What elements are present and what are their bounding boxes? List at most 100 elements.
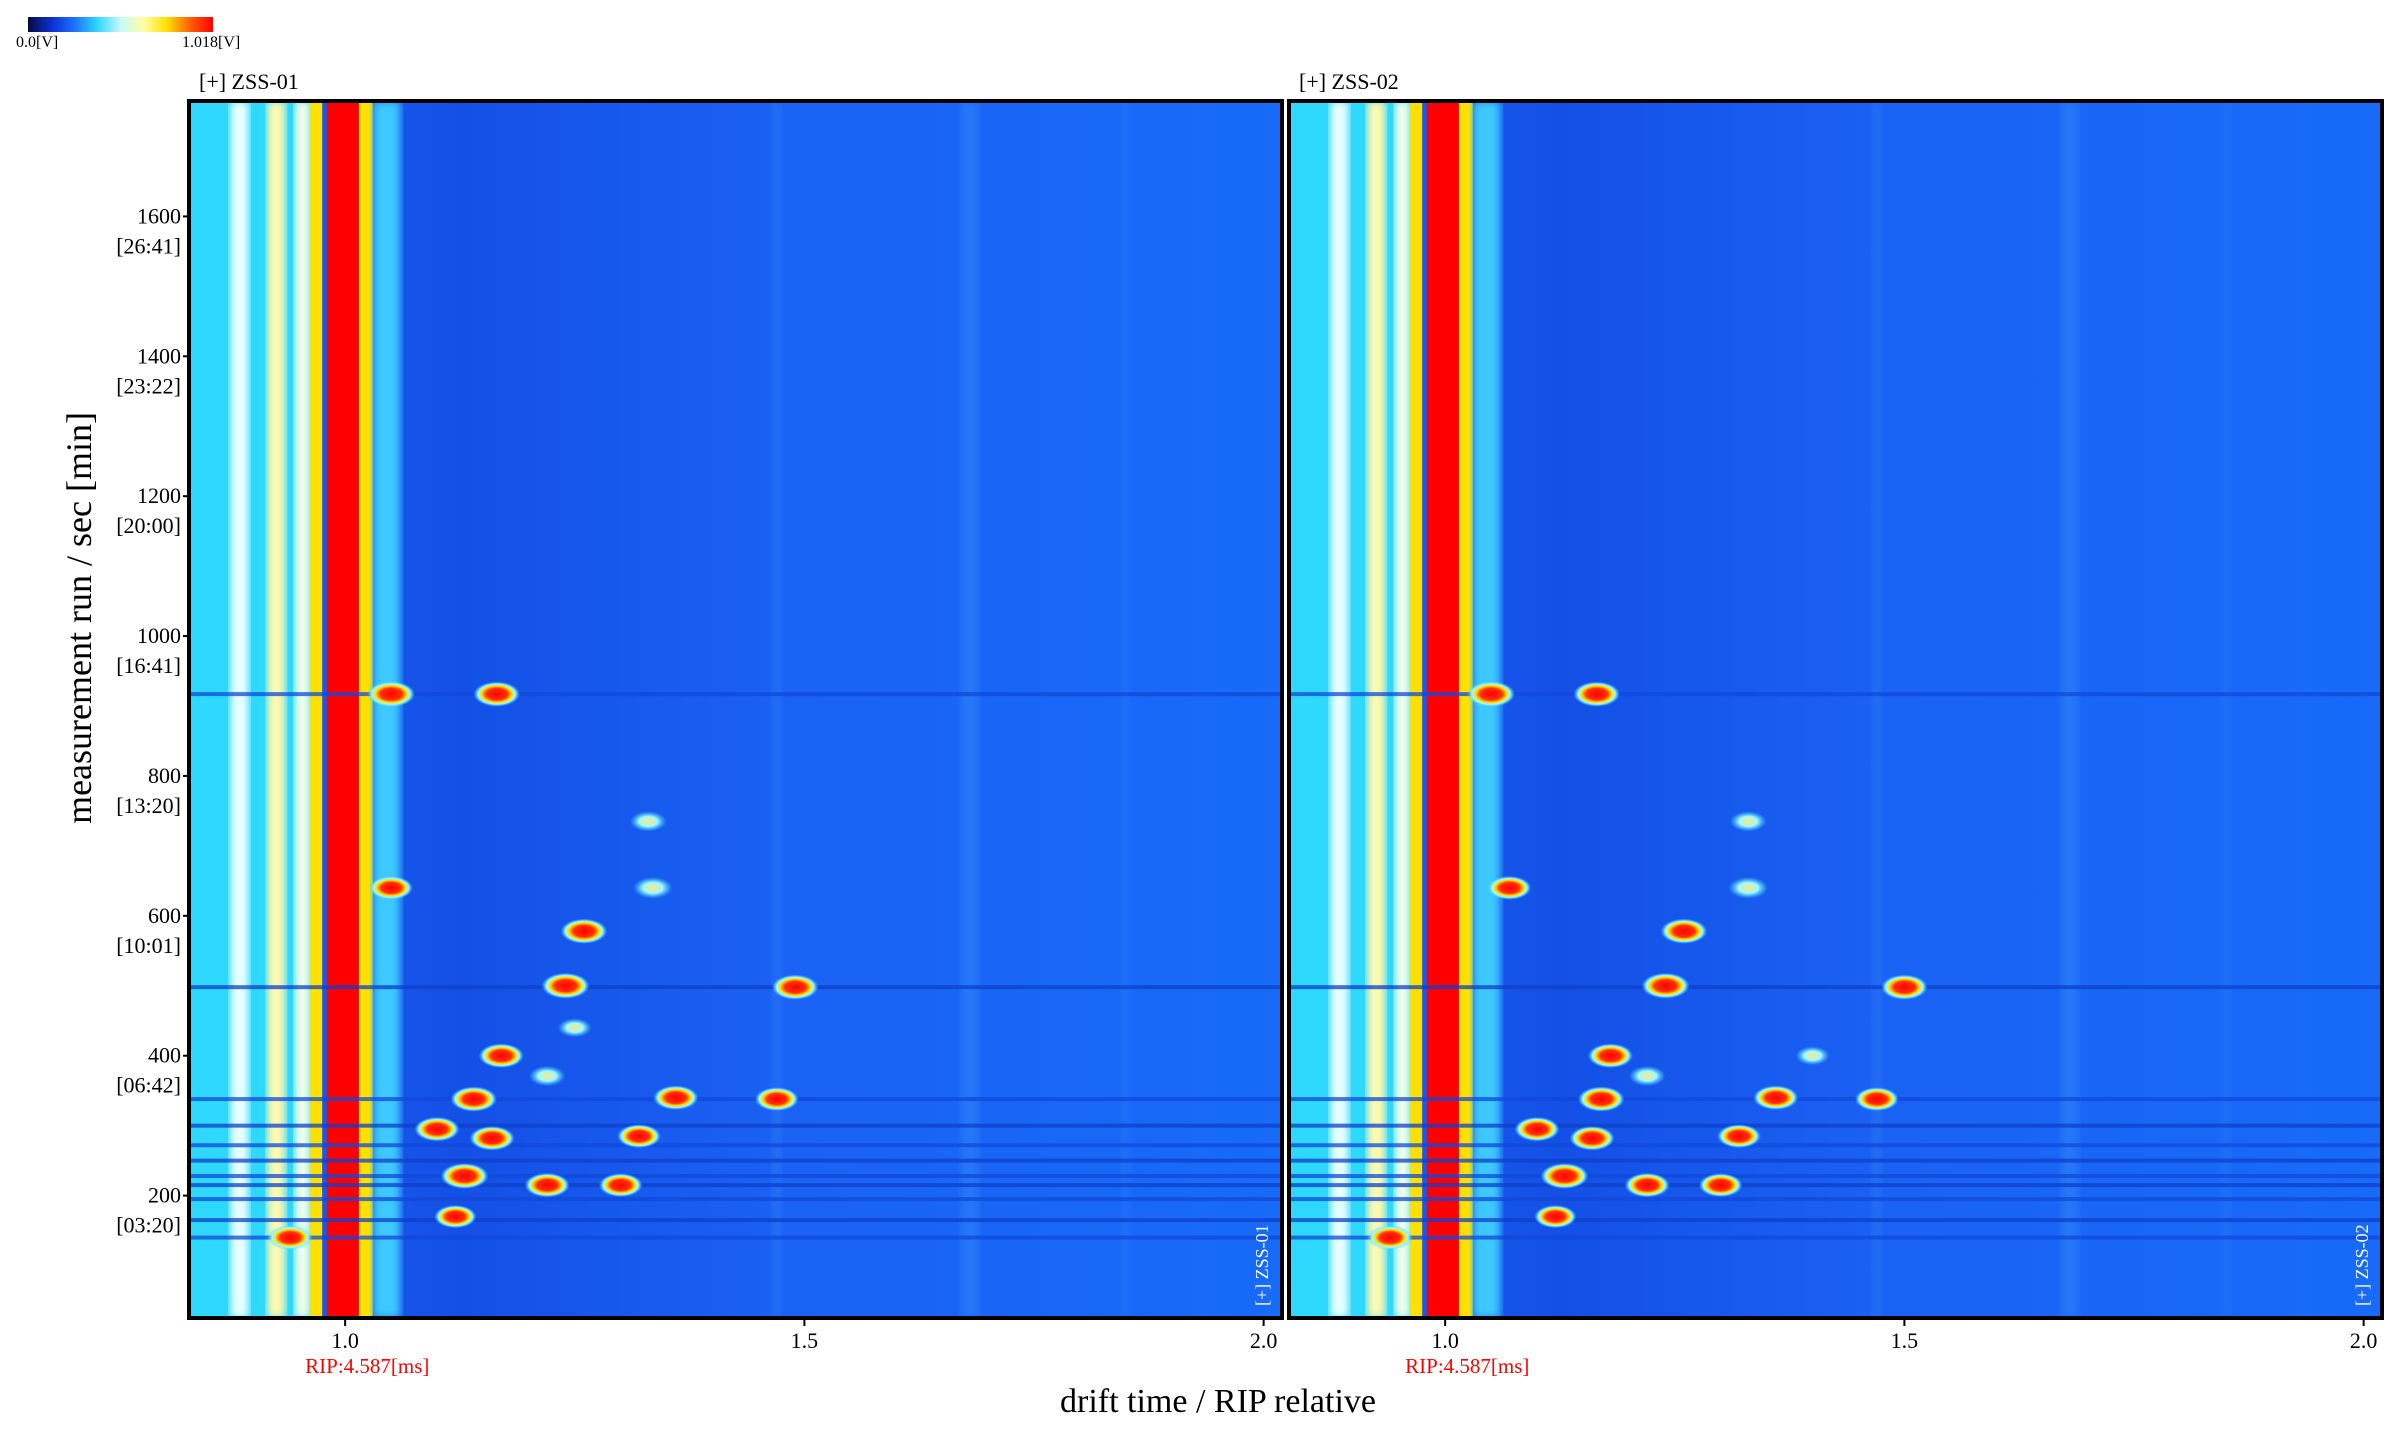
horizontal-streak bbox=[1289, 1183, 2382, 1188]
horizontal-streak bbox=[1289, 1197, 2382, 1202]
signal-peak bbox=[1487, 875, 1532, 900]
rip-edge bbox=[1458, 101, 1473, 1318]
signal-peak bbox=[414, 1116, 460, 1142]
signal-peak bbox=[1587, 1043, 1634, 1069]
horizontal-streak bbox=[189, 1183, 1282, 1188]
background-streak bbox=[1120, 101, 1131, 1318]
rip-edge bbox=[1410, 101, 1423, 1318]
signal-peak bbox=[1729, 811, 1767, 832]
horizontal-streak bbox=[1289, 1218, 2382, 1223]
signal-peak bbox=[473, 681, 520, 707]
signal-peak bbox=[1577, 1086, 1625, 1112]
y-tick-label: 1000 bbox=[137, 623, 181, 648]
y-tick-sublabel: [13:20] bbox=[116, 793, 181, 818]
horizontal-streak bbox=[1289, 1158, 2382, 1163]
colorbar: 0.0[V] 1.018[V] bbox=[16, 17, 240, 51]
horizontal-streak bbox=[189, 1143, 1282, 1148]
yellow-band bbox=[267, 101, 286, 1318]
background-streak bbox=[2060, 101, 2079, 1318]
horizontal-streak bbox=[1289, 1143, 2382, 1148]
signal-peak bbox=[1881, 974, 1928, 1000]
horizontal-streak bbox=[189, 1218, 1282, 1223]
x-tick-label: 1.0 bbox=[331, 1328, 359, 1353]
signal-peak bbox=[1728, 876, 1769, 899]
signal-peak bbox=[629, 811, 667, 832]
signal-peak bbox=[1641, 972, 1690, 999]
white-band bbox=[294, 101, 311, 1318]
signal-peak bbox=[369, 875, 413, 900]
yellow-band bbox=[1367, 101, 1386, 1318]
horizontal-streak bbox=[189, 692, 1282, 697]
y-tick-label: 1600 bbox=[137, 203, 181, 228]
signal-peak bbox=[560, 918, 608, 944]
y-tick-label: 800 bbox=[148, 763, 181, 788]
white-band bbox=[1394, 101, 1411, 1318]
y-tick-label: 400 bbox=[148, 1043, 181, 1068]
signal-peak bbox=[1628, 1065, 1666, 1087]
signal-peak bbox=[1717, 1124, 1761, 1149]
background-streak bbox=[960, 101, 979, 1318]
y-tick-sublabel: [03:20] bbox=[116, 1213, 181, 1238]
signal-peak bbox=[1698, 1173, 1743, 1198]
signal-peak bbox=[267, 1225, 313, 1250]
y-tick-sublabel: [23:22] bbox=[116, 373, 181, 398]
signal-peak bbox=[1624, 1172, 1670, 1198]
horizontal-streak bbox=[1289, 1097, 2382, 1102]
signal-peak bbox=[633, 876, 673, 899]
rip-label: RIP:4.587[ms] bbox=[305, 1354, 429, 1378]
signal-peak bbox=[557, 1018, 592, 1038]
signal-peak bbox=[1514, 1116, 1560, 1142]
signal-peak bbox=[1854, 1087, 1899, 1112]
heatmap-body bbox=[189, 101, 1282, 1318]
signal-peak bbox=[771, 974, 819, 1000]
plot-frame bbox=[1287, 99, 2384, 1320]
signal-peak bbox=[528, 1065, 566, 1087]
signal-peak bbox=[1569, 1125, 1615, 1151]
plot-frame bbox=[187, 99, 1284, 1320]
horizontal-streak bbox=[189, 1197, 1282, 1202]
cyan-band bbox=[189, 101, 313, 1318]
y-tick-label: 1400 bbox=[137, 343, 181, 368]
rip-tail bbox=[1472, 101, 1501, 1318]
horizontal-streak bbox=[189, 1174, 1282, 1179]
rip-edge bbox=[358, 101, 373, 1318]
background-streak bbox=[2220, 101, 2231, 1318]
y-tick-sublabel: [10:01] bbox=[116, 933, 181, 958]
rip-band bbox=[1426, 101, 1459, 1318]
rip-tail bbox=[372, 101, 401, 1318]
white-band bbox=[1330, 101, 1349, 1318]
signal-peak bbox=[524, 1172, 570, 1198]
heatmap-panel-1: [+] ZSS-01 [+] ZSS-01 1.0 1.5 2.0 RIP:4.587[m… bbox=[116, 69, 1284, 1378]
signal-peak bbox=[478, 1043, 524, 1069]
y-tick-label: 600 bbox=[148, 903, 181, 928]
signal-peak bbox=[1573, 681, 1620, 707]
horizontal-streak bbox=[189, 1235, 1282, 1240]
signal-peak bbox=[1534, 1204, 1577, 1229]
signal-peak bbox=[434, 1204, 477, 1229]
horizontal-streak bbox=[1289, 1235, 2382, 1240]
heatmap-body bbox=[1289, 101, 2382, 1318]
x-tick-label: 2.0 bbox=[2350, 1328, 2378, 1353]
signal-peak bbox=[469, 1125, 515, 1151]
horizontal-streak bbox=[1289, 692, 2382, 697]
x-tick-label: 1.5 bbox=[1891, 1328, 1919, 1353]
signal-peak bbox=[1540, 1163, 1589, 1190]
panel-title: [+] ZSS-02 bbox=[1299, 69, 1399, 94]
horizontal-streak bbox=[189, 985, 1282, 990]
x-tick-label: 1.5 bbox=[791, 1328, 819, 1353]
y-tick-sublabel: [16:41] bbox=[116, 653, 181, 678]
background-streak bbox=[1871, 101, 1882, 1318]
signal-peak bbox=[367, 681, 416, 708]
horizontal-streak bbox=[189, 1097, 1282, 1102]
heatmap-panel-2: [+] ZSS-02 [+] ZSS-02 1.0 1.5 2.0 RIP:4.587[m… bbox=[1287, 69, 2384, 1378]
y-tick-sublabel: [06:42] bbox=[116, 1073, 181, 1098]
horizontal-streak bbox=[1289, 985, 2382, 990]
colorbar-min-label: 0.0[V] bbox=[16, 34, 58, 51]
signal-peak bbox=[1753, 1085, 1799, 1110]
panel-side-label: [+] ZSS-02 bbox=[2352, 1224, 2372, 1306]
horizontal-streak bbox=[1289, 1174, 2382, 1179]
rip-band bbox=[326, 101, 359, 1318]
y-tick-sublabel: [20:00] bbox=[116, 513, 181, 538]
horizontal-streak bbox=[1289, 1123, 2382, 1128]
